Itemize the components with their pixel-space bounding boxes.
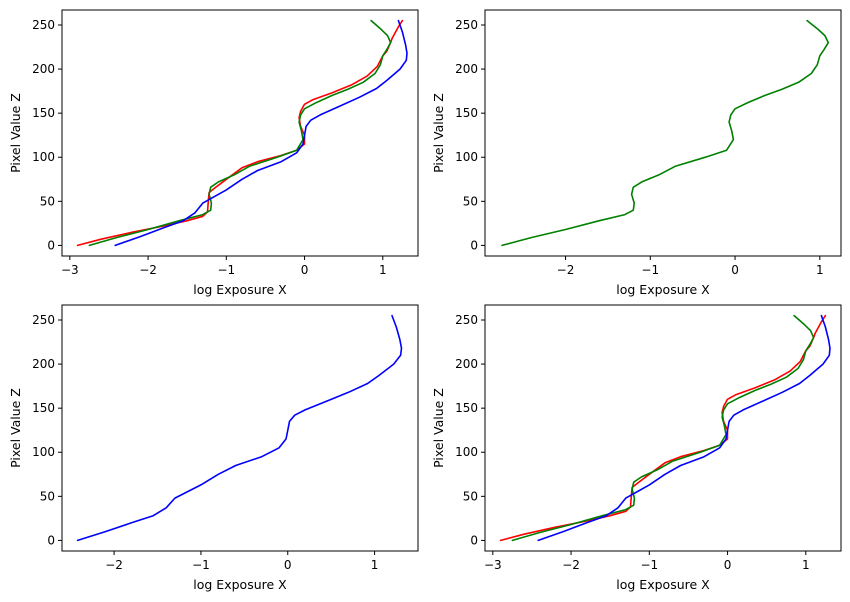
y-axis-label: Pixel Value Z bbox=[431, 388, 446, 468]
y-tick-label: 200 bbox=[455, 62, 478, 76]
y-tick-label: 250 bbox=[32, 18, 55, 32]
y-tick-label: 50 bbox=[40, 489, 55, 503]
series-line-1 bbox=[499, 314, 827, 542]
series-line-3 bbox=[114, 19, 408, 247]
x-tick-label: −2 bbox=[139, 263, 157, 277]
chart-panel-1: −3 −2 −1 0 1 0 50 100 150 200 250 log Exposure X Pix… bbox=[8, 9, 419, 297]
series-line-1 bbox=[501, 19, 830, 247]
series-line-2 bbox=[88, 19, 392, 247]
series-line-3 bbox=[537, 314, 831, 542]
plot-frame bbox=[61, 9, 419, 257]
chart-panel-2: −2 −1 0 1 0 50 100 150 200 250 log Exposure X Pixel… bbox=[431, 9, 842, 297]
y-axis-label: Pixel Value Z bbox=[8, 93, 23, 173]
y-tick-label: 100 bbox=[455, 445, 478, 459]
x-tick-label: 0 bbox=[724, 558, 732, 572]
x-tick-label: 1 bbox=[371, 558, 379, 572]
y-tick-label: 200 bbox=[455, 357, 478, 371]
x-axis-label: log Exposure X bbox=[616, 282, 710, 297]
y-tick-label: 100 bbox=[32, 445, 55, 459]
y-tick-label: 100 bbox=[32, 150, 55, 164]
x-axis-label: log Exposure X bbox=[616, 577, 710, 592]
x-tick-label: 0 bbox=[301, 263, 309, 277]
y-tick-label: 200 bbox=[32, 62, 55, 76]
x-axis-label: log Exposure X bbox=[193, 282, 287, 297]
y-axis-label: Pixel Value Z bbox=[431, 93, 446, 173]
x-tick-label: 1 bbox=[802, 558, 810, 572]
y-tick-label: 250 bbox=[32, 313, 55, 327]
y-tick-label: 150 bbox=[32, 401, 55, 415]
series-line-1 bbox=[76, 19, 404, 247]
chart-panel-3: −2 −1 0 1 0 50 100 150 200 250 log Exposure X Pixel… bbox=[8, 304, 419, 592]
x-tick-label: −1 bbox=[641, 263, 659, 277]
plot-frame bbox=[484, 304, 842, 552]
y-tick-label: 200 bbox=[32, 357, 55, 371]
y-axis-label: Pixel Value Z bbox=[8, 388, 23, 468]
y-tick-label: 50 bbox=[463, 194, 478, 208]
y-tick-label: 250 bbox=[455, 313, 478, 327]
x-tick-label: −3 bbox=[61, 263, 79, 277]
y-tick-label: 100 bbox=[455, 150, 478, 164]
x-tick-label: −2 bbox=[557, 263, 575, 277]
x-axis-label: log Exposure X bbox=[193, 577, 287, 592]
y-tick-label: 50 bbox=[463, 489, 478, 503]
x-tick-label: −2 bbox=[562, 558, 580, 572]
x-tick-label: −1 bbox=[217, 263, 235, 277]
y-tick-label: 0 bbox=[47, 533, 55, 547]
x-tick-label: 0 bbox=[731, 263, 739, 277]
x-tick-label: −1 bbox=[640, 558, 658, 572]
x-tick-label: −2 bbox=[105, 558, 123, 572]
x-tick-label: −3 bbox=[484, 558, 502, 572]
y-tick-label: 150 bbox=[455, 106, 478, 120]
y-tick-label: 0 bbox=[470, 238, 478, 252]
y-tick-label: 150 bbox=[455, 401, 478, 415]
series-line-1 bbox=[76, 314, 403, 542]
y-tick-label: 250 bbox=[455, 18, 478, 32]
y-tick-label: 50 bbox=[40, 194, 55, 208]
plot-frame bbox=[484, 9, 842, 257]
series-line-2 bbox=[511, 314, 815, 542]
x-tick-label: 1 bbox=[816, 263, 824, 277]
y-tick-label: 0 bbox=[47, 238, 55, 252]
x-tick-label: −1 bbox=[192, 558, 210, 572]
plot-frame bbox=[61, 304, 419, 552]
x-tick-label: 1 bbox=[379, 263, 387, 277]
y-tick-label: 0 bbox=[470, 533, 478, 547]
chart-panel-4: −3 −2 −1 0 1 0 50 100 150 200 250 log Exposure X Pix… bbox=[431, 304, 842, 592]
x-tick-label: 0 bbox=[284, 558, 292, 572]
y-tick-label: 150 bbox=[32, 106, 55, 120]
